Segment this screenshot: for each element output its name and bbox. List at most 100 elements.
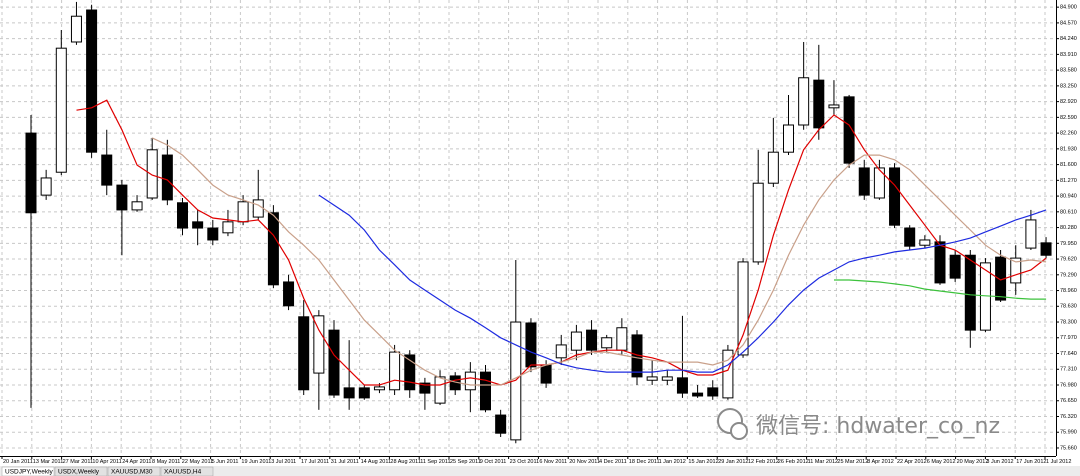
tab-bar (0, 466, 1080, 476)
candle-body-down (283, 281, 295, 307)
candle-body-up (131, 201, 143, 211)
candle-body-up (55, 47, 67, 173)
candle-body-up (767, 151, 779, 184)
tab-label[interactable]: USDJPY,Weekly (5, 469, 54, 476)
y-tick-label: 84.240 (1060, 36, 1077, 42)
tab-label[interactable]: XAUUSD,M30 (111, 469, 153, 476)
candle-body-down (358, 387, 370, 399)
tab-label[interactable]: USDX,Weekly (58, 469, 100, 476)
grid (0, 0, 1056, 456)
y-tick-label: 76.650 (1060, 398, 1077, 404)
x-tick-label: 6 Nov 2011 (539, 459, 567, 465)
tab[interactable] (54, 466, 108, 476)
moving-average-line (834, 279, 1047, 300)
candle-body-down (964, 254, 976, 331)
y-tick-label: 83.580 (1060, 68, 1077, 74)
x-tick-label: 9 Oct 2011 (480, 459, 507, 465)
candle-body-up (146, 149, 158, 199)
candle-body-up (722, 349, 734, 399)
y-tick-label: 77.970 (1060, 335, 1077, 341)
candle-body-up (70, 15, 82, 43)
x-tick-label: 12 Feb 2012 (748, 459, 779, 465)
tab-label[interactable]: XAUUSD,H4 (164, 469, 202, 476)
x-tick-label: 10 Apr 2011 (92, 459, 121, 465)
x-tick-label: 23 Oct 2011 (510, 459, 540, 465)
y-tick-label: 76.980 (1060, 382, 1077, 388)
candle-body-up (464, 371, 476, 391)
x-tick-label: 3 Jul 2011 (271, 459, 296, 465)
candle-body-down (101, 154, 113, 186)
y-tick-label: 82.260 (1060, 131, 1077, 137)
x-tick-label: 15 Jan 2012 (688, 459, 718, 465)
candle-body-down (707, 387, 719, 397)
x-tick-label: 8 Apr 2012 (867, 459, 894, 465)
y-tick-label: 78.630 (1060, 304, 1077, 310)
candle-body-up (570, 331, 582, 351)
candle-body-down (889, 167, 901, 226)
y-tick-label: 84.570 (1060, 20, 1077, 26)
x-tick-label: 20 Nov 2011 (569, 459, 600, 465)
y-tick-label: 80.610 (1060, 209, 1077, 215)
tabs: USDJPY,Weekly USDX,Weekly XAUUSD,M30 XAUUSD… (1, 466, 214, 476)
tab[interactable] (107, 466, 161, 476)
x-tick-label: 1 Jan 2012 (659, 459, 686, 465)
x-tick-label: 17 Jun 2012 (1016, 459, 1046, 465)
y-tick-label: 76.320 (1060, 414, 1077, 420)
x-tick-label: 5 Jun 2011 (212, 459, 239, 465)
candle-body-down (116, 184, 128, 211)
candle-body-up (40, 177, 52, 196)
x-tick-label: 1 Jul 2012 (1046, 459, 1071, 465)
x-tick-label: 20 Jan 2011 (3, 459, 33, 465)
y-tick-label: 78.960 (1060, 288, 1077, 294)
x-tick-label: 29 Jan 2012 (718, 459, 748, 465)
candle-body-up (237, 201, 249, 223)
candle-body-down (676, 377, 688, 394)
y-tick-label: 79.290 (1060, 272, 1077, 278)
y-tick-label: 77.310 (1060, 367, 1077, 373)
x-tick-label: 11 Mar 2012 (808, 459, 838, 465)
y-tick-label: 77.640 (1060, 351, 1077, 357)
y-tick-label: 83.910 (1060, 52, 1077, 58)
candle-body-down (904, 227, 916, 247)
candle-body-down (480, 371, 491, 411)
x-tick-label: 27 Mar 2011 (63, 459, 93, 465)
candle-body-down (540, 364, 552, 384)
wechat-icon (730, 422, 748, 440)
y-tick-label: 78.300 (1060, 319, 1077, 325)
x-tick-label: 11 Sep 2011 (420, 459, 450, 465)
candle-body-down (207, 227, 219, 241)
x-tick-label: 6 May 2012 (927, 459, 956, 465)
x-tick-label: 24 Apr 2011 (122, 459, 151, 465)
candle-body-down (949, 254, 961, 279)
candle-body-up (737, 261, 749, 356)
tab[interactable] (160, 466, 214, 476)
x-tick-label: 25 Sep 2011 (450, 459, 481, 465)
tab[interactable] (1, 466, 55, 476)
candle-body-up (601, 337, 613, 349)
x-tick-label: 31 Jul 2011 (331, 459, 359, 465)
candle-body-up (752, 182, 764, 263)
candle-body-down (525, 322, 537, 368)
y-tick-label: 80.940 (1060, 194, 1077, 200)
x-tick-label: 18 Dec 2011 (629, 459, 660, 465)
y-tick-label: 82.920 (1060, 99, 1077, 105)
watermark-text: 微信号: hdwater_co_nz (756, 414, 1000, 439)
candle-body-up (373, 386, 385, 391)
y-tick-label: 79.620 (1060, 257, 1077, 263)
candle-body-down (328, 329, 340, 396)
candle-body-down (419, 382, 431, 394)
candle-body-down (177, 202, 188, 229)
candle-body-up (873, 167, 885, 199)
x-tick-label: 14 Aug 2011 (361, 459, 391, 465)
watermark: 微信号: hdwater_co_nz (717, 408, 1000, 440)
candle-body-down (267, 212, 279, 286)
x-tick-label: 25 Mar 2012 (837, 459, 868, 465)
candle-body-up (1025, 219, 1037, 249)
candle-body-down (495, 414, 507, 434)
y-tick-label: 75.660 (1060, 445, 1077, 451)
candle-body-up (313, 315, 325, 374)
x-tick-label: 3 Jun 2012 (986, 459, 1013, 465)
